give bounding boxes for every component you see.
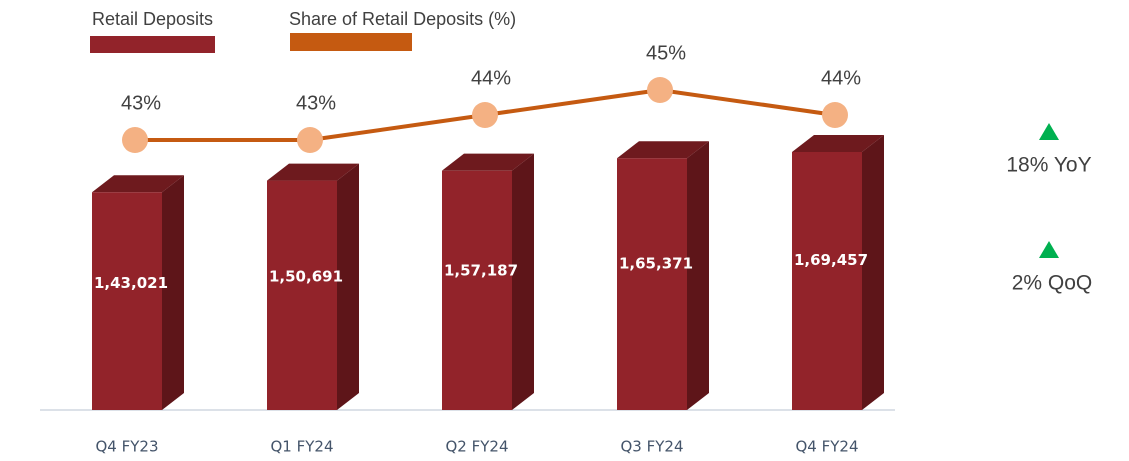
line-point — [822, 102, 848, 128]
bar-side — [512, 153, 534, 410]
data-label: 1,69,457 — [794, 251, 868, 269]
bar — [267, 163, 359, 410]
x-tick-label: Q2 FY24 — [446, 438, 509, 456]
data-label: 1,43,021 — [94, 274, 168, 292]
data-label: 44% — [821, 67, 861, 89]
data-label: 45% — [646, 42, 686, 64]
legend-label: Share of Retail Deposits (%) — [289, 9, 516, 29]
x-tick-label: Q4 FY23 — [96, 438, 159, 456]
legend-swatch — [90, 36, 215, 53]
x-tick-label: Q3 FY24 — [621, 438, 684, 456]
data-label: 44% — [471, 67, 511, 89]
bar-top — [267, 163, 359, 181]
bar-front — [92, 192, 162, 410]
bar-side — [687, 141, 709, 410]
line-point — [647, 77, 673, 103]
bar-top — [792, 135, 884, 152]
up-arrow — [1039, 241, 1059, 258]
annotation: 2% QoQ — [1012, 272, 1093, 295]
bar-side — [337, 163, 359, 410]
data-label: 43% — [296, 92, 336, 114]
up-arrow — [1039, 123, 1059, 140]
data-label: 1,65,371 — [619, 254, 693, 272]
line-point — [297, 127, 323, 153]
bar-top — [442, 153, 534, 171]
data-label: 1,57,187 — [444, 262, 518, 280]
bar-front — [792, 152, 862, 410]
bar-front — [442, 170, 512, 410]
legend-label: Retail Deposits — [92, 9, 213, 29]
bar — [92, 175, 184, 410]
x-tick-label: Q1 FY24 — [271, 438, 334, 456]
bar-side — [862, 135, 884, 410]
x-tick-label: Q4 FY24 — [796, 438, 859, 456]
bar-front — [617, 158, 687, 410]
bar-top — [92, 175, 184, 193]
legend-swatch — [290, 33, 412, 51]
data-label: 43% — [121, 92, 161, 114]
bar-side — [162, 175, 184, 410]
bar — [442, 153, 534, 410]
data-label: 1,50,691 — [269, 267, 343, 285]
bar — [617, 141, 709, 410]
line-point — [122, 127, 148, 153]
bar — [792, 135, 884, 410]
bar-top — [617, 141, 709, 159]
line-point — [472, 102, 498, 128]
bar-front — [267, 180, 337, 410]
annotation: 18% YoY — [1006, 154, 1091, 177]
